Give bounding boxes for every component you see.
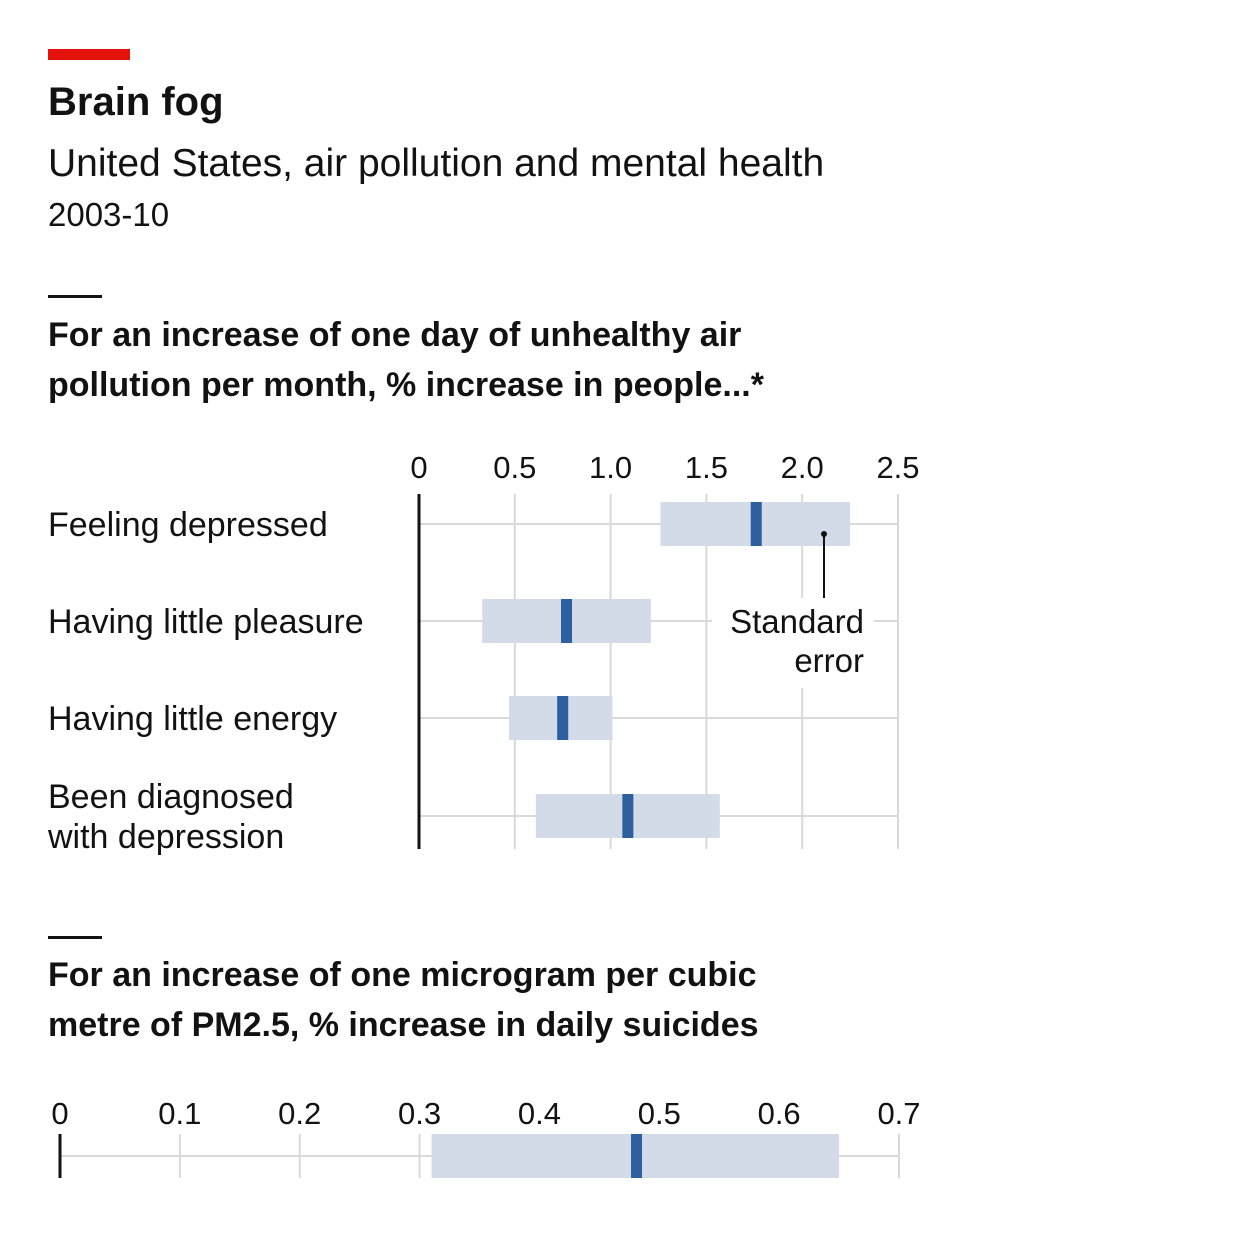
x-tick-label: 0.5: [493, 450, 536, 485]
x-tick-label: 2.0: [781, 450, 824, 485]
category-label: Feeling depressed: [48, 506, 328, 544]
annotation-standard-error: Standard error: [730, 603, 864, 679]
x-tick-label: 0.6: [758, 1096, 801, 1131]
x-tick-label: 1.0: [589, 450, 632, 485]
estimate-marker: [631, 1134, 643, 1178]
x-tick-label: 0.2: [278, 1096, 321, 1131]
category-label: Having little pleasure: [48, 603, 364, 641]
chart-subtitle: United States, air pollution and mental …: [48, 142, 825, 185]
panel-2-rule: [48, 936, 102, 939]
estimate-marker: [750, 502, 762, 546]
estimate-marker: [622, 794, 634, 838]
x-tick-label: 0.4: [518, 1096, 561, 1131]
category-label: Having little energy: [48, 700, 337, 738]
x-tick-label: 0.3: [398, 1096, 441, 1131]
panel-1-rule: [48, 295, 102, 298]
brand-accent-bar: [48, 49, 130, 60]
estimate-marker: [561, 599, 573, 643]
annotation-backdrop: [712, 598, 874, 688]
estimate-marker: [557, 696, 569, 740]
x-tick-label: 2.5: [876, 450, 919, 485]
category-label: Been diagnosed with depression: [47, 778, 294, 856]
panel-2-title: For an increase of one microgram per cub…: [48, 956, 759, 1044]
x-tick-label: 0.5: [638, 1096, 681, 1131]
chart-title: Brain fog: [48, 80, 224, 124]
panel-1-title: For an increase of one day of unhealthy …: [48, 316, 764, 404]
x-tick-label: 1.5: [685, 450, 728, 485]
x-tick-label: 0: [410, 450, 427, 485]
x-tick-label: 0.7: [877, 1096, 920, 1131]
x-tick-label: 0: [51, 1096, 68, 1131]
x-tick-label: 0.1: [158, 1096, 201, 1131]
chart-period: 2003-10: [48, 196, 170, 233]
